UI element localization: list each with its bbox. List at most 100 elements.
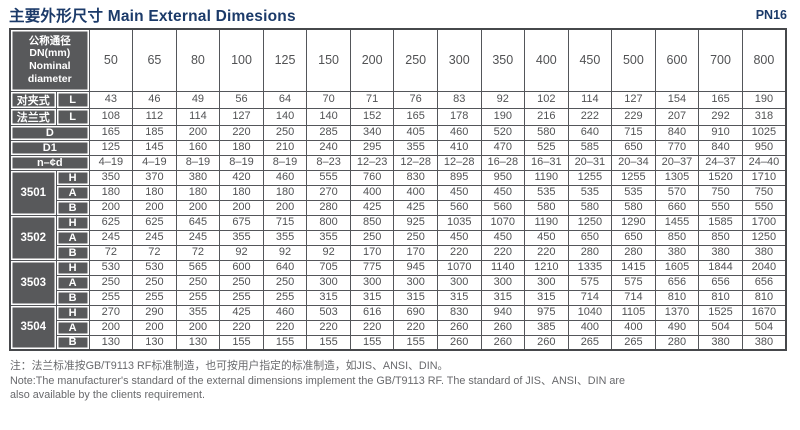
table-cell: 220 — [524, 244, 569, 261]
table-cell: 450 — [480, 229, 526, 246]
table-cell: 255 — [262, 289, 308, 306]
table-cell: 850 — [698, 229, 743, 246]
table-cell: 800 — [306, 214, 351, 231]
table-cell: 1605 — [654, 259, 700, 276]
table-cell: 530 — [88, 259, 134, 276]
title-bar: 主要外形尺寸 Main External Dimesions PN16 — [9, 4, 789, 26]
table-cell: 1105 — [611, 304, 656, 321]
table-cell: 580 — [524, 199, 569, 216]
row-sublabel: H — [55, 169, 90, 186]
table-cell: 850 — [654, 229, 700, 246]
table-cell: 945 — [393, 259, 438, 276]
table-cell: 300 — [524, 274, 569, 291]
table-cell: 46 — [132, 90, 177, 109]
table-cell: 180 — [262, 184, 308, 201]
table-cell: 625 — [88, 214, 134, 231]
table-cell: 550 — [698, 199, 743, 216]
table-cell: 640 — [567, 124, 613, 141]
table-cell: 380 — [698, 334, 743, 351]
table-cell: 130 — [132, 334, 177, 351]
table-cell: 260 — [436, 319, 482, 336]
table-cell: 76 — [393, 90, 438, 109]
table-cell: 180 — [88, 184, 134, 201]
table-cell: 315 — [349, 289, 395, 306]
table-cell: 370 — [132, 169, 177, 186]
table-cell: 770 — [654, 139, 700, 156]
table-cell: 250 — [219, 274, 264, 291]
row-sublabel: A — [55, 319, 90, 336]
table-cell: 270 — [88, 304, 134, 321]
table-cell: 656 — [741, 274, 787, 291]
table-cell: 400 — [349, 184, 395, 201]
table-cell: 12–28 — [436, 154, 482, 171]
table-cell: 1250 — [567, 214, 613, 231]
table-cell: 229 — [611, 107, 656, 126]
table-cell: 355 — [175, 304, 221, 321]
table-cell: 260 — [436, 334, 482, 351]
table-cell: 1370 — [654, 304, 700, 321]
table-cell: 92 — [219, 244, 264, 261]
table-cell: 715 — [262, 214, 308, 231]
table-cell: 715 — [611, 124, 656, 141]
table-cell: 460 — [436, 124, 482, 141]
row-label: 法兰式 — [9, 107, 57, 126]
table-cell: 975 — [524, 304, 569, 321]
table-cell: 220 — [436, 244, 482, 261]
table-cell: 280 — [611, 244, 656, 261]
table-cell: 83 — [436, 90, 482, 109]
table-corner-header: 公称通径 DN(mm) Nominal diameter — [9, 28, 90, 92]
table-cell: 565 — [175, 259, 221, 276]
table-cell: 250 — [175, 274, 221, 291]
table-cell: 190 — [480, 107, 526, 126]
table-cell: 640 — [262, 259, 308, 276]
corner-header-line: Nominal — [29, 60, 71, 73]
table-cell: 1585 — [698, 214, 743, 231]
dn-column-header: 600 — [654, 28, 700, 92]
table-cell: 690 — [393, 304, 438, 321]
table-cell: 280 — [654, 334, 700, 351]
table-cell: 315 — [524, 289, 569, 306]
table-cell: 250 — [349, 229, 395, 246]
table-cell: 950 — [741, 139, 787, 156]
table-cell: 535 — [611, 184, 656, 201]
table-cell: 255 — [88, 289, 134, 306]
corner-header-line: DN(mm) — [29, 47, 71, 60]
dn-column-header: 200 — [349, 28, 395, 92]
table-cell: 295 — [349, 139, 395, 156]
table-cell: 350 — [88, 169, 134, 186]
table-cell: 315 — [393, 289, 438, 306]
model-label: 3502 — [9, 214, 57, 261]
dn-column-header: 50 — [88, 28, 134, 92]
table-cell: 16–28 — [480, 154, 526, 171]
table-cell: 585 — [567, 139, 613, 156]
table-cell: 840 — [698, 139, 743, 156]
table-cell: 200 — [88, 199, 134, 216]
table-cell: 250 — [88, 274, 134, 291]
table-cell: 535 — [567, 184, 613, 201]
table-cell: 650 — [611, 229, 656, 246]
table-cell: 280 — [306, 199, 351, 216]
table-cell: 265 — [611, 334, 656, 351]
table-cell: 660 — [654, 199, 700, 216]
table-cell: 380 — [175, 169, 221, 186]
table-cell: 575 — [567, 274, 613, 291]
table-cell: 355 — [219, 229, 264, 246]
table-cell: 600 — [219, 259, 264, 276]
table-cell: 555 — [306, 169, 351, 186]
table-cell: 650 — [567, 229, 613, 246]
table-cell: 8–19 — [219, 154, 264, 171]
table-cell: 240 — [306, 139, 351, 156]
table-cell: 570 — [654, 184, 700, 201]
table-cell: 340 — [349, 124, 395, 141]
table-cell: 20–34 — [611, 154, 656, 171]
table-cell: 190 — [741, 90, 787, 109]
table-cell: 155 — [306, 334, 351, 351]
table-cell: 503 — [306, 304, 351, 321]
dn-column-header: 65 — [132, 28, 177, 92]
table-cell: 222 — [567, 107, 613, 126]
table-cell: 170 — [393, 244, 438, 261]
table-cell: 140 — [262, 107, 308, 126]
table-cell: 1070 — [480, 214, 526, 231]
table-cell: 300 — [349, 274, 395, 291]
